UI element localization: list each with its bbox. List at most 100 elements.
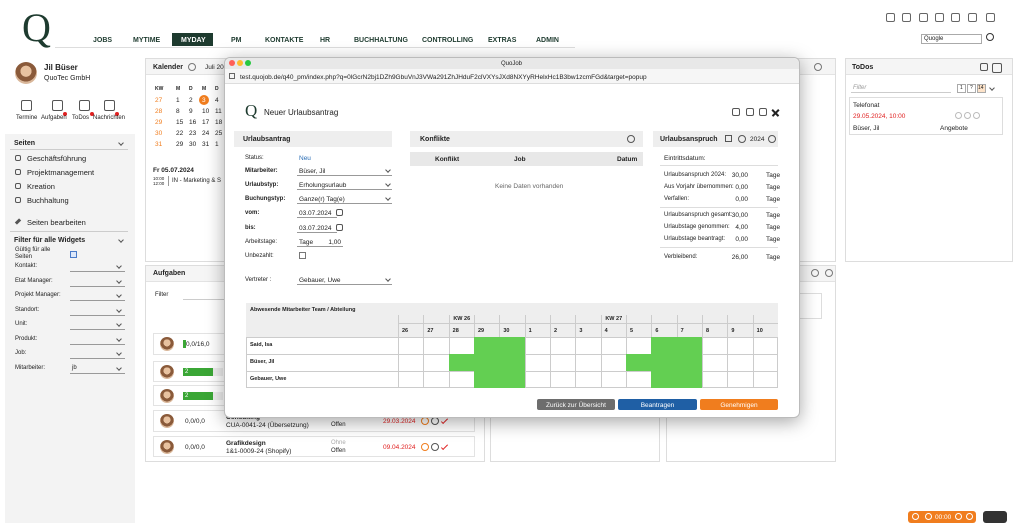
pages-edit[interactable]: Seiten bearbeiten xyxy=(27,218,86,227)
icon[interactable] xyxy=(627,135,635,143)
button-label[interactable]: Genehmigen xyxy=(720,401,758,409)
nav-item[interactable]: CONTROLLING xyxy=(422,37,474,44)
button[interactable] xyxy=(537,399,615,410)
task-row[interactable] xyxy=(153,436,475,457)
select-line[interactable] xyxy=(70,358,125,359)
search-icon[interactable] xyxy=(986,33,994,41)
calendar-day[interactable]: 1 xyxy=(176,97,180,104)
icon[interactable] xyxy=(951,13,960,22)
shortcut-label[interactable]: Nachrichten xyxy=(93,115,126,121)
icon[interactable] xyxy=(980,63,988,71)
icon[interactable] xyxy=(814,63,822,71)
nav-item[interactable]: BUCHHALTUNG xyxy=(354,37,408,44)
calendar-day[interactable]: 8 xyxy=(176,108,180,115)
select-line[interactable] xyxy=(70,343,125,345)
icon[interactable] xyxy=(955,513,962,520)
icon[interactable] xyxy=(968,13,977,22)
icon[interactable] xyxy=(738,135,746,143)
nav-item[interactable]: ADMIN xyxy=(536,37,559,44)
filter-input[interactable] xyxy=(851,84,951,93)
icon[interactable] xyxy=(825,269,833,277)
select[interactable] xyxy=(297,180,392,190)
calendar-day[interactable]: 9 xyxy=(189,108,193,115)
checkbox[interactable] xyxy=(299,252,306,259)
select-line[interactable] xyxy=(70,285,125,287)
nav-item[interactable]: MYDAY xyxy=(181,37,206,44)
icon[interactable] xyxy=(336,224,343,231)
icon[interactable] xyxy=(336,209,343,216)
calendar-day[interactable]: 31 xyxy=(202,141,210,148)
checkbox[interactable] xyxy=(70,251,77,258)
calendar-day[interactable]: 18 xyxy=(215,119,223,126)
nav-item[interactable]: MYTIME xyxy=(133,37,161,44)
select-line[interactable] xyxy=(70,329,125,330)
event-text[interactable]: IN - Marketing & S xyxy=(172,178,222,184)
select-line[interactable] xyxy=(70,300,125,301)
calendar-day[interactable]: 15 xyxy=(176,119,184,126)
icon[interactable] xyxy=(925,513,932,520)
select-line[interactable] xyxy=(70,314,125,316)
icon[interactable] xyxy=(768,135,776,143)
calendar-day[interactable]: 22 xyxy=(176,130,184,137)
select-line[interactable] xyxy=(70,372,125,374)
icon[interactable] xyxy=(52,100,63,111)
icon[interactable] xyxy=(15,155,21,161)
calendar-day[interactable]: 25 xyxy=(215,130,223,137)
icon[interactable] xyxy=(21,100,32,111)
icon[interactable] xyxy=(902,13,911,22)
nav-item[interactable]: PM xyxy=(231,37,242,44)
page-link[interactable]: Buchhaltung xyxy=(27,196,69,205)
icon[interactable] xyxy=(886,13,895,22)
pager-box[interactable] xyxy=(957,84,966,93)
page-link[interactable]: Geschäftsführung xyxy=(27,154,87,163)
shortcut-label[interactable]: Termine xyxy=(16,115,38,121)
icon[interactable] xyxy=(912,513,919,520)
nav-item[interactable]: KONTAKTE xyxy=(265,37,304,44)
select[interactable] xyxy=(297,166,392,176)
button-label[interactable]: Zurück zur Übersicht xyxy=(546,401,606,409)
icon[interactable] xyxy=(15,169,21,175)
icon[interactable] xyxy=(935,13,944,22)
calendar-day[interactable]: 3 xyxy=(202,97,206,104)
search-input[interactable] xyxy=(921,34,982,44)
icon[interactable] xyxy=(992,63,1002,73)
select-line[interactable] xyxy=(70,271,125,272)
calendar-day[interactable]: 17 xyxy=(202,119,210,126)
icon[interactable] xyxy=(759,108,767,116)
task-job[interactable]: Grafikdesign xyxy=(226,439,266,447)
calendar-day[interactable]: 2 xyxy=(189,97,193,104)
icon[interactable] xyxy=(104,100,115,111)
nav-item[interactable]: EXTRAS xyxy=(488,37,517,44)
shortcut-label[interactable]: ToDos xyxy=(72,115,90,121)
icon[interactable] xyxy=(746,108,754,116)
icon[interactable] xyxy=(431,442,439,451)
number-input[interactable] xyxy=(297,237,343,247)
nav-item[interactable]: HR xyxy=(320,37,331,44)
icon[interactable] xyxy=(15,183,21,189)
pager-box[interactable] xyxy=(967,84,976,93)
window-button[interactable] xyxy=(229,60,235,66)
icon[interactable] xyxy=(188,63,196,71)
timer-box[interactable] xyxy=(983,511,1007,523)
page-link[interactable]: Kreation xyxy=(27,182,55,191)
icon[interactable] xyxy=(421,417,429,425)
calendar-day[interactable]: 23 xyxy=(189,130,197,137)
icon[interactable] xyxy=(986,13,995,22)
date-input[interactable] xyxy=(297,223,337,233)
page-link[interactable]: Projektmanagement xyxy=(27,168,95,177)
window-button[interactable] xyxy=(245,60,251,66)
calendar-day[interactable]: 1 xyxy=(215,141,219,148)
icon[interactable] xyxy=(919,13,928,22)
icon[interactable] xyxy=(811,269,819,277)
select[interactable] xyxy=(297,275,392,285)
button[interactable] xyxy=(618,399,697,410)
calendar-day[interactable]: 24 xyxy=(202,130,210,137)
calendar-day[interactable]: 11 xyxy=(215,108,222,115)
select[interactable] xyxy=(297,194,392,204)
date-input[interactable] xyxy=(297,208,337,218)
window-button[interactable] xyxy=(237,60,243,66)
icon[interactable] xyxy=(421,442,429,451)
calendar-day[interactable]: 16 xyxy=(189,119,197,126)
button-label[interactable]: Beantragen xyxy=(640,401,675,409)
nav-item[interactable]: JOBS xyxy=(93,37,113,44)
